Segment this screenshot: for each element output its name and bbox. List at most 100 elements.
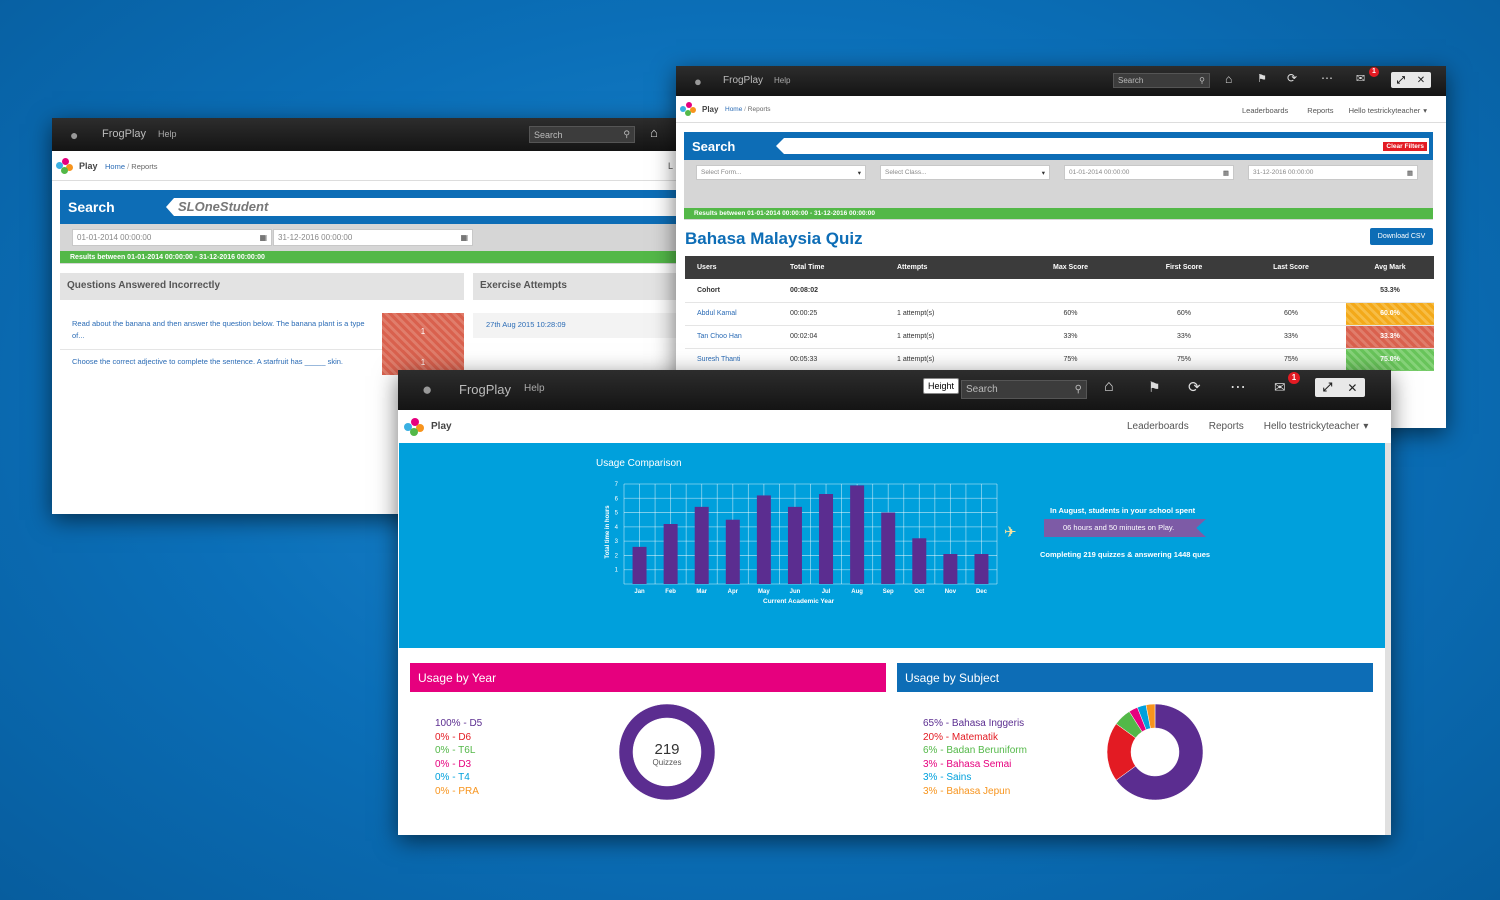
bar-may[interactable]	[756, 495, 771, 584]
bar-jun[interactable]	[787, 506, 802, 584]
nav-leaderboards[interactable]: Leaderboards	[1127, 421, 1189, 432]
donut-slice[interactable]	[618, 703, 716, 801]
nav-reports[interactable]: Reports	[1208, 421, 1244, 432]
donut-slice[interactable]	[1145, 703, 1156, 729]
calendar-icon[interactable]: ▦	[1406, 169, 1413, 177]
calendar-icon[interactable]: ▦	[1222, 169, 1229, 177]
search-term-field[interactable]	[776, 138, 1429, 154]
chevron-down-icon[interactable]: ▾	[1423, 106, 1428, 115]
attempt-row[interactable]: 27th Aug 2015 10:28:09	[473, 313, 692, 338]
window-controls[interactable]: ⤢ ✕	[1315, 378, 1365, 397]
nav-user-menu[interactable]: Hello testrickyteacher	[1263, 421, 1360, 432]
search-icon: ⚲	[1074, 384, 1082, 395]
chevron-down-icon[interactable]: ▾	[1363, 421, 1369, 432]
column-header[interactable]: Last Score	[1273, 264, 1309, 271]
close-icon[interactable]: ✕	[1347, 380, 1358, 395]
bar-mar[interactable]	[694, 506, 709, 584]
home-icon[interactable]: ⌂	[650, 125, 658, 140]
user-link[interactable]: Suresh Thanti	[697, 356, 741, 364]
scrollbar[interactable]	[1385, 443, 1391, 835]
breadcrumb-home[interactable]: Home	[725, 106, 743, 113]
frog-logo-icon[interactable]: ●	[422, 380, 433, 399]
help-link[interactable]: Help	[774, 76, 791, 85]
bar-sep[interactable]	[881, 512, 896, 584]
user-link[interactable]: Tan Choo Han	[697, 333, 742, 340]
bar-nov[interactable]	[943, 554, 958, 584]
column-header[interactable]: Max Score	[1052, 264, 1089, 271]
nav-reports[interactable]: Reports	[1307, 106, 1334, 115]
download-csv-button[interactable]: Download CSV	[1370, 228, 1433, 245]
date-from-field[interactable]: 01-01-2014 00:00:00 ▦	[72, 229, 272, 246]
search-input[interactable]: Search ⚲	[1113, 73, 1210, 88]
chat-icon[interactable]: ✉	[1274, 379, 1286, 395]
bar-apr[interactable]	[725, 519, 740, 584]
select-form-dropdown[interactable]: Select Form... ▾	[696, 165, 866, 180]
attempt-date[interactable]: 27th Aug 2015 10:28:09	[486, 320, 566, 329]
search-input[interactable]: Search ⚲	[961, 380, 1087, 399]
calendar-icon[interactable]: ▦	[460, 233, 468, 242]
column-header[interactable]: Users	[697, 264, 717, 271]
question-row[interactable]: Read about the banana and then answer th…	[60, 313, 464, 350]
brand-name[interactable]: FrogPlay	[459, 382, 512, 397]
help-link[interactable]: Help	[158, 129, 177, 139]
close-icon[interactable]: ✕	[1416, 74, 1426, 86]
flag-icon[interactable]: ⚑	[1148, 379, 1161, 395]
nav-cut-label[interactable]: L	[668, 161, 674, 171]
column-header[interactable]: Attempts	[897, 264, 928, 271]
legend-item: 0% - T4	[435, 772, 470, 784]
bar-aug[interactable]	[850, 485, 865, 584]
help-link[interactable]: Help	[524, 383, 545, 394]
info-line-2: 06 hours and 50 minutes on Play.	[1063, 523, 1175, 532]
window-controls[interactable]: ⤢ ✕	[1391, 72, 1431, 88]
x-tick-label: Sep	[883, 589, 894, 595]
apps-icon[interactable]: ⋯	[1230, 379, 1246, 396]
home-icon[interactable]: ⌂	[1104, 378, 1114, 395]
date-to-field[interactable]: 31-12-2016 00:00:00 ▦	[1248, 165, 1418, 180]
bar-dec[interactable]	[974, 554, 989, 584]
table-row[interactable]: Suresh Thanti 00:05:33 1 attempt(s) 75% …	[685, 348, 1434, 371]
chat-icon[interactable]: ✉	[1356, 73, 1366, 85]
legend-item: 0% - PRA	[435, 785, 479, 797]
apps-icon[interactable]: ⋯	[1321, 71, 1333, 85]
filter-bar: Select Form... ▾ Select Class... ▾ 01-01-2…	[684, 160, 1433, 220]
home-icon[interactable]: ⌂	[1225, 72, 1233, 86]
brand-name[interactable]: FrogPlay	[102, 128, 147, 140]
flag-icon[interactable]: ⚑	[1257, 73, 1267, 85]
resize-icon[interactable]: ⤢	[1396, 74, 1405, 86]
column-header[interactable]: First Score	[1165, 264, 1203, 271]
nav-leaderboards[interactable]: Leaderboards	[1242, 106, 1289, 115]
x-tick-label: Nov	[945, 589, 957, 595]
table-row[interactable]: Tan Choo Han 00:02:04 1 attempt(s) 33% 3…	[685, 325, 1434, 348]
top-bar: ● FrogPlay Help Search ⚲ ⌂ ⚑ ⟳ ⋯ ✉ 1 ⤢ ✕	[676, 66, 1446, 96]
student-name-field[interactable]: SLOneStudent	[166, 198, 692, 216]
legend-item: 20% - Matematik	[923, 731, 999, 743]
select-class-dropdown[interactable]: Select Class... ▾	[880, 165, 1050, 180]
bar-feb[interactable]	[663, 524, 678, 584]
date-to-field[interactable]: 31-12-2016 00:00:00 ▦	[273, 229, 473, 246]
play-logo-icon	[404, 418, 424, 436]
calendar-icon[interactable]: ▦	[259, 233, 267, 242]
user-link[interactable]: Abdul Kamal	[697, 310, 737, 317]
bar-jul[interactable]	[819, 494, 834, 584]
question-text[interactable]: Choose the correct adjective to complete…	[72, 357, 343, 366]
refresh-icon[interactable]: ⟳	[1188, 379, 1201, 396]
refresh-icon[interactable]: ⟳	[1287, 71, 1298, 85]
question-text[interactable]: Read about the banana and then answer th…	[72, 319, 365, 340]
search-input[interactable]: Search ⚲	[529, 126, 635, 143]
search-title: Search	[692, 139, 736, 154]
table-row[interactable]: Abdul Kamal 00:00:25 1 attempt(s) 60% 60…	[685, 302, 1434, 325]
frog-logo-icon[interactable]: ●	[694, 74, 702, 89]
date-from-field[interactable]: 01-01-2014 00:00:00 ▦	[1064, 165, 1234, 180]
column-header[interactable]: Total Time	[790, 264, 825, 271]
brand-name[interactable]: FrogPlay	[723, 75, 764, 86]
bar-oct[interactable]	[912, 538, 927, 584]
breadcrumb-home[interactable]: Home	[105, 162, 126, 171]
clear-filters-button[interactable]: Clear Filters	[1383, 142, 1427, 151]
resize-icon[interactable]: ⤢	[1322, 380, 1333, 394]
student-report-window: ● FrogPlay Help Search ⚲ ⌂ Play Home / R…	[52, 118, 692, 514]
y-tick-label: 6	[615, 496, 619, 502]
nav-user-menu[interactable]: Hello testrickyteacher	[1348, 106, 1421, 115]
column-header[interactable]: Avg Mark	[1374, 264, 1406, 271]
bar-jan[interactable]	[632, 546, 647, 584]
frog-logo-icon[interactable]: ●	[70, 127, 79, 143]
